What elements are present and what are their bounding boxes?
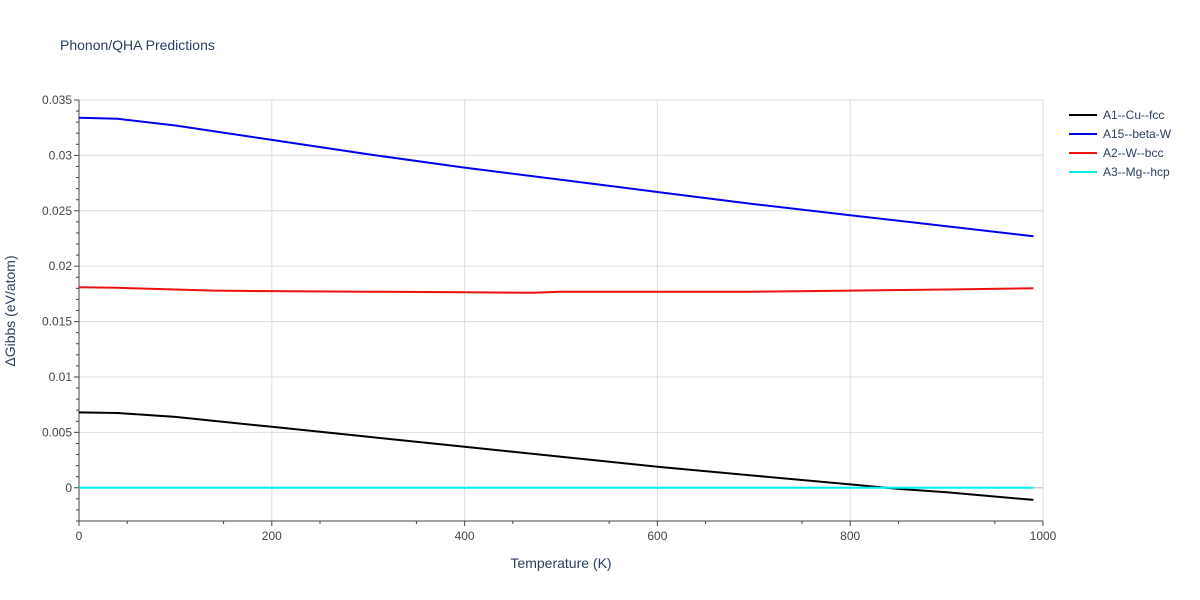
legend-label: A2--W--bcc <box>1103 146 1163 160</box>
grid <box>79 99 1044 521</box>
x-axis-label: Temperature (K) <box>510 555 611 571</box>
x-tick-label: 600 <box>647 529 667 543</box>
y-tick-label: 0.015 <box>42 315 72 329</box>
legend-item-a2-w-bcc[interactable]: A2--W--bcc <box>1069 146 1163 160</box>
x-tick-label: 400 <box>455 529 475 543</box>
legend: A1--Cu--fcc A15--beta-W A2--W--bcc A3--Mg--… <box>1069 108 1172 179</box>
plot-area <box>78 116 1034 501</box>
legend-label: A3--Mg--hcp <box>1103 165 1170 179</box>
x-tick-label: 200 <box>262 529 282 543</box>
legend-label: A1--Cu--fcc <box>1103 108 1164 122</box>
x-tick-label: 1000 <box>1030 529 1057 543</box>
axis-ticks: 0 200 400 600 800 1000 0 0.005 0.01 0.015 0.02 0.02… <box>42 93 1057 543</box>
chart-title: Phonon/QHA Predictions <box>60 37 215 53</box>
legend-label: A15--beta-W <box>1103 127 1172 141</box>
series-line-a1-cu-fcc <box>78 411 1034 501</box>
legend-item-a15-beta-w[interactable]: A15--beta-W <box>1069 127 1172 141</box>
x-tick-label: 0 <box>76 529 83 543</box>
series-line-a15-beta-w <box>78 116 1034 238</box>
y-tick-label: 0.02 <box>49 259 73 273</box>
y-tick-label: 0.005 <box>42 425 72 439</box>
series-line-a2-w-bcc <box>78 286 1034 294</box>
y-tick-label: 0.03 <box>49 148 73 162</box>
y-axis-label: ΔGibbs (eV/atom) <box>2 255 18 366</box>
y-tick-label: 0.025 <box>42 204 72 218</box>
y-tick-label: 0.01 <box>49 370 73 384</box>
legend-item-a1-cu-fcc[interactable]: A1--Cu--fcc <box>1069 108 1164 122</box>
y-tick-label: 0 <box>65 481 72 495</box>
x-tick-label: 800 <box>840 529 860 543</box>
y-tick-label: 0.035 <box>42 93 72 107</box>
legend-item-a3-mg-hcp[interactable]: A3--Mg--hcp <box>1069 165 1170 179</box>
